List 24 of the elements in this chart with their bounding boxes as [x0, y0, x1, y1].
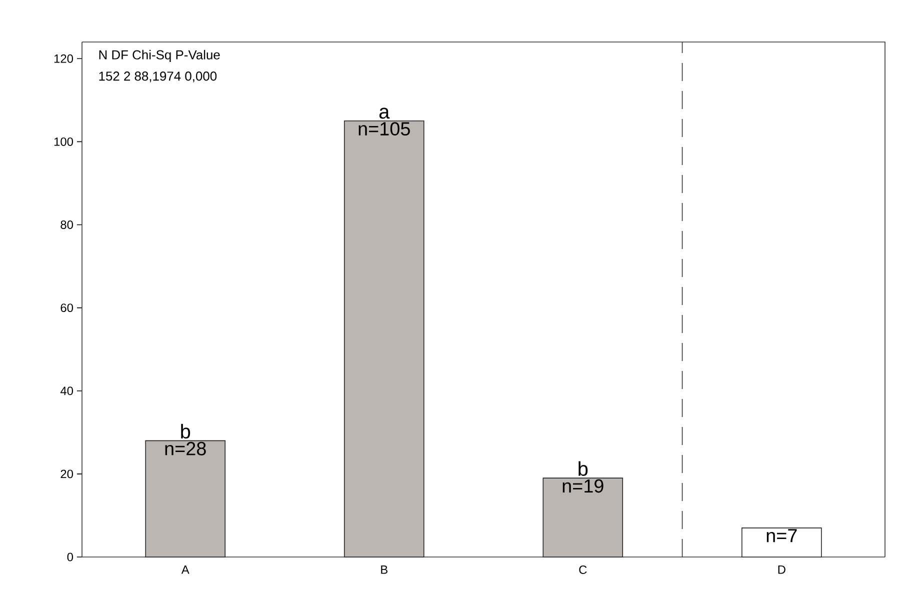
annotation: a: [379, 108, 390, 119]
y-tick-label: 0: [67, 552, 74, 562]
annotation: b: [181, 424, 190, 439]
data-label: n=28: [165, 442, 206, 456]
data-label: n=105: [358, 122, 410, 136]
bar: [344, 120, 424, 558]
y-tick-label: 100: [54, 137, 74, 146]
y-tick-label: 120: [54, 54, 74, 63]
data-label: n=19: [562, 479, 604, 493]
annotation: N DF Chi-Sq P-Value: [99, 50, 220, 62]
x-tick-label: D: [778, 566, 786, 574]
y-tick-label: 60: [60, 304, 74, 312]
bar: [145, 440, 226, 558]
bar: [542, 478, 624, 558]
data-label: n=7: [766, 529, 797, 542]
y-tick-label: 20: [60, 470, 74, 478]
y-tick-label: 80: [60, 220, 74, 229]
y-tick-label: 40: [60, 386, 74, 396]
annotation: 152 2 88,1974 0,000: [99, 72, 217, 82]
x-tick-label: B: [381, 566, 388, 574]
bar: [742, 528, 822, 558]
annotation: b: [578, 461, 588, 476]
x-tick-label: C: [579, 566, 587, 574]
x-tick-label: A: [181, 566, 190, 574]
